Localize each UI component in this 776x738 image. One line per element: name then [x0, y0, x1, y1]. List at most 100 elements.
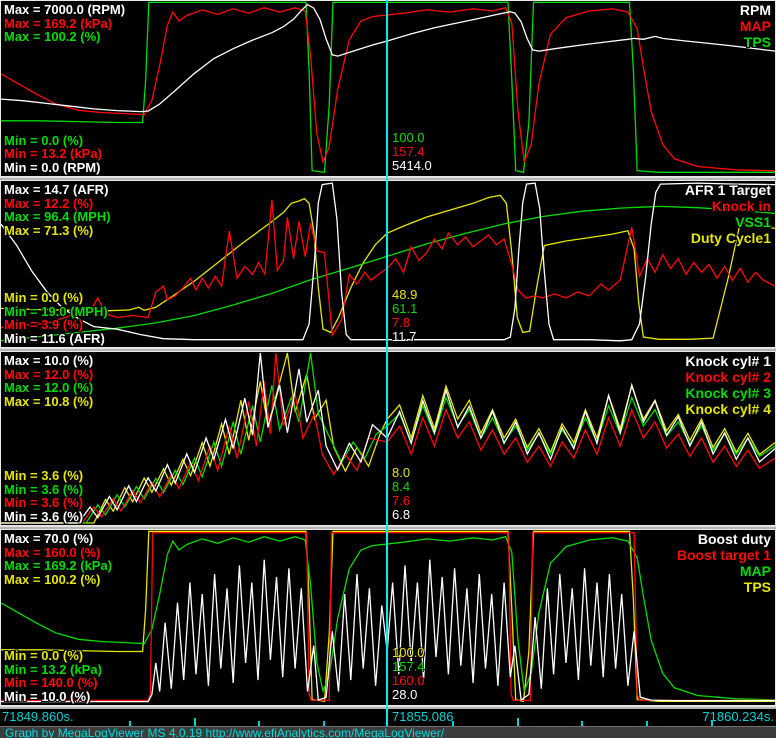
legend-item-vss1: VSS1	[735, 214, 771, 230]
time-axis-tick	[129, 721, 131, 726]
legend-item-knock-cyl4: Knock cyl# 4	[685, 401, 771, 417]
legend-item-duty-cycle1: Duty Cycle1	[690, 230, 771, 246]
trace-knock-cyl-4	[1, 352, 775, 524]
max-label: Max = 160.0 (%)	[4, 544, 101, 560]
legend-item-rpm: RPM	[739, 2, 771, 18]
panel-afr-cursor-values: 48.9 61.1 7.8 11.7	[392, 288, 417, 344]
cursor-value: 157.4	[392, 144, 425, 159]
legend-item-boost-duty: Boost duty	[697, 531, 771, 547]
max-label: Max = 100.2 (%)	[4, 29, 101, 44]
cursor-value: 8.4	[392, 479, 411, 494]
cursor-value: 5414.0	[392, 158, 432, 173]
graph-panel-afr[interactable]: Max = 14.7 (AFR) Max = 12.2 (%) Max = 96…	[0, 180, 776, 348]
cursor-value: 28.0	[392, 687, 418, 702]
min-label: Min = 3.6 (%)	[4, 468, 84, 483]
panel-rpm-plot-area[interactable]	[1, 1, 775, 176]
time-cursor-label: 71855.086	[392, 709, 454, 724]
min-label: Min = 3.6 (%)	[4, 508, 84, 524]
max-label: Max = 71.3 (%)	[4, 222, 94, 238]
cursor-value: 48.9	[392, 287, 418, 302]
trace-map	[1, 535, 775, 701]
time-axis-tick	[452, 721, 454, 726]
panel-afr-min-labels: Min = 0.0 (%) Min = 19.0 (MPH) Min = 3.9…	[4, 291, 108, 345]
min-label: Min = 3.6 (%)	[4, 481, 84, 497]
min-label: Min = 3.9 (%)	[4, 317, 84, 332]
panel-knock-cursor-values: 8.0 8.4 7.6 6.8	[392, 466, 410, 522]
min-label: Min = 11.6 (AFR)	[4, 330, 105, 346]
max-label: Max = 70.0 (%)	[4, 531, 94, 546]
min-label: Min = 19.0 (MPH)	[4, 303, 108, 319]
min-label: Min = 0.0 (RPM)	[4, 159, 101, 175]
cursor-value: 61.1	[392, 301, 418, 316]
legend-item-afr-target: AFR 1 Target	[684, 182, 771, 198]
max-label: Max = 96.4 (MPH)	[4, 209, 111, 224]
panel-boost-min-labels: Min = 0.0 (%) Min = 13.2 (kPa) Min = 140…	[4, 649, 102, 703]
min-label: Min = 3.6 (%)	[4, 495, 84, 510]
panel-knock-legend: Knock cyl# 1 Knock cyl# 2 Knock cyl# 3 K…	[685, 353, 771, 417]
trace-knock-in	[1, 199, 775, 338]
panel-separator	[0, 348, 776, 351]
status-bar-text: Graph by MegaLogViewer MS 4.0.19 http://…	[5, 726, 445, 738]
panel-separator	[0, 526, 776, 529]
cursor-value: 6.8	[392, 507, 411, 522]
legend-item-map: MAP	[739, 18, 771, 34]
panel-knock-plot-area[interactable]	[1, 352, 775, 525]
panel-rpm-legend: RPM MAP TPS	[740, 2, 771, 50]
panel-boost-cursor-values: 100.0 157.4 160.0 28.0	[392, 646, 425, 702]
time-axis-tick	[194, 718, 196, 726]
min-label: Min = 13.2 (kPa)	[4, 146, 102, 161]
min-label: Min = 13.2 (kPa)	[4, 661, 102, 677]
graph-panel-rpm[interactable]: Max = 7000.0 (RPM) Max = 169.2 (kPa) Max…	[0, 0, 776, 177]
min-label: Min = 0.0 (%)	[4, 132, 84, 148]
cursor-value: 157.4	[392, 659, 425, 674]
panel-afr-legend: AFR 1 Target Knock in VSS1 Duty Cycle1	[685, 182, 771, 246]
min-label: Min = 0.0 (%)	[4, 648, 84, 663]
max-label: Max = 12.0 (%)	[4, 366, 94, 382]
max-label: Max = 12.0 (%)	[4, 380, 94, 395]
time-cursor-line[interactable]	[386, 0, 388, 726]
min-label: Min = 140.0 (%)	[4, 675, 98, 690]
cursor-value: 100.0	[392, 130, 425, 145]
panel-boost-max-labels: Max = 70.0 (%) Max = 160.0 (%) Max = 169…	[4, 532, 112, 586]
panel-separator	[0, 177, 776, 180]
legend-item-tps: TPS	[743, 579, 771, 595]
time-start-label: 71849.860s.	[2, 709, 74, 724]
max-label: Max = 10.0 (%)	[4, 353, 94, 368]
time-axis-tick	[646, 721, 648, 726]
max-label: Max = 14.7 (AFR)	[4, 182, 109, 197]
graph-panel-boost[interactable]: Max = 70.0 (%) Max = 160.0 (%) Max = 169…	[0, 529, 776, 706]
min-label: Min = 0.0 (%)	[4, 290, 84, 305]
legend-item-knock-in: Knock in	[711, 198, 771, 214]
panel-afr-max-labels: Max = 14.7 (AFR) Max = 12.2 (%) Max = 96…	[4, 183, 111, 237]
cursor-value: 160.0	[392, 673, 425, 688]
max-label: Max = 169.2 (kPa)	[4, 558, 113, 573]
max-label: Max = 169.2 (kPa)	[4, 15, 113, 31]
trace-afr-1-target	[1, 182, 775, 342]
panel-boost-plot-area[interactable]	[1, 530, 775, 705]
time-axis-tick	[711, 721, 713, 726]
panel-rpm-cursor-values: 100.0 157.4 5414.0	[392, 131, 432, 173]
max-label: Max = 7000.0 (RPM)	[4, 2, 126, 17]
panel-afr-plot-area[interactable]	[1, 181, 775, 347]
trace-boost-target-1	[1, 532, 775, 702]
panel-rpm-min-labels: Min = 0.0 (%) Min = 13.2 (kPa) Min = 0.0…	[4, 132, 102, 175]
legend-item-knock-cyl1: Knock cyl# 1	[685, 353, 771, 369]
graph-panel-knock[interactable]: Max = 10.0 (%) Max = 12.0 (%) Max = 12.0…	[0, 351, 776, 526]
legend-item-map: MAP	[739, 563, 771, 579]
legend-item-knock-cyl3: Knock cyl# 3	[685, 385, 771, 401]
trace-knock-cyl-2	[1, 352, 775, 524]
time-axis-tick	[581, 721, 583, 726]
time-end-label: 71860.234s.	[702, 709, 774, 724]
min-label: Min = 10.0 (%)	[4, 688, 91, 704]
trace-tps	[1, 1, 775, 174]
trace-knock-cyl-1	[1, 352, 775, 524]
cursor-value: 7.6	[392, 493, 411, 508]
cursor-value: 11.7	[392, 329, 417, 344]
time-axis-tick	[258, 721, 260, 726]
trace-tps	[1, 530, 775, 703]
status-bar: Graph by MegaLogViewer MS 4.0.19 http://…	[0, 726, 776, 738]
time-axis-tick	[323, 721, 325, 726]
time-axis: 71849.860s. 71855.086 71860.234s.	[0, 709, 776, 726]
trace-rpm	[1, 3, 775, 113]
